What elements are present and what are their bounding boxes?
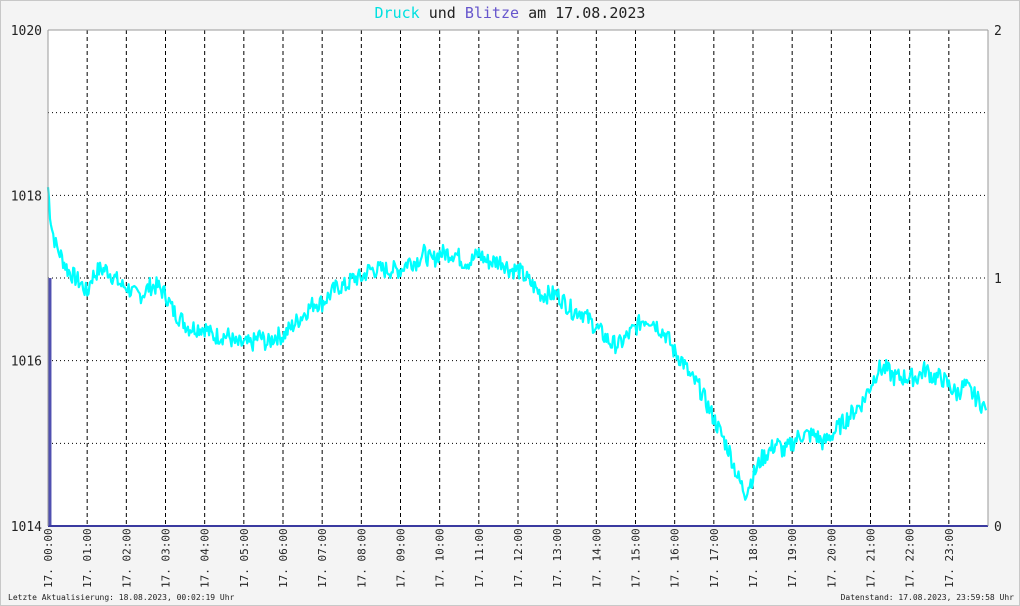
x-tick-label: 17. 19:00: [786, 528, 799, 588]
x-tick-label: 17. 00:00: [42, 528, 55, 588]
x-tick-label: 17. 08:00: [355, 528, 368, 588]
title-date: 17.08.2023: [555, 4, 646, 22]
x-tick-label: 17. 02:00: [120, 528, 133, 588]
lightning-bar: [48, 278, 52, 526]
x-tick-label: 17. 18:00: [747, 528, 760, 588]
title-am: am: [528, 4, 547, 22]
x-tick-label: 17. 07:00: [316, 528, 329, 588]
footer-data-status: Datenstand: 17.08.2023, 23:59:58 Uhr: [840, 593, 1014, 602]
x-tick-label: 17. 04:00: [199, 528, 212, 588]
title-und: und: [428, 4, 456, 22]
x-tick-label: 17. 09:00: [395, 528, 408, 588]
x-tick-label: 17. 23:00: [943, 528, 956, 588]
y-left-tick-label: 1020: [11, 24, 42, 39]
x-tick-label: 17. 15:00: [630, 528, 643, 588]
y-right-tick-label: 2: [994, 24, 1002, 39]
x-tick-label: 17. 12:00: [512, 528, 525, 588]
chart-title: Druck und Blitze am 17.08.2023: [0, 4, 1020, 22]
y-left-tick-label: 1016: [11, 355, 42, 370]
x-tick-label: 17. 11:00: [473, 528, 486, 588]
title-blitze: Blitze: [464, 4, 520, 22]
x-tick-label: 17. 17:00: [708, 528, 721, 588]
x-tick-label: 17. 01:00: [81, 528, 94, 588]
title-druck: Druck: [374, 4, 420, 22]
x-tick-label: 17. 13:00: [551, 528, 564, 588]
y-right-tick-label: 1: [994, 272, 1002, 287]
x-tick-label: 17. 14:00: [590, 528, 603, 588]
y-left-tick-label: 1018: [11, 189, 42, 204]
footer-last-update: Letzte Aktualisierung: 18.08.2023, 00:02…: [8, 593, 235, 602]
x-tick-label: 17. 06:00: [277, 528, 290, 588]
x-tick-label: 17. 10:00: [434, 528, 447, 588]
y-left-tick-label: 1014: [11, 520, 42, 535]
x-tick-label: 17. 16:00: [669, 528, 682, 588]
x-tick-label: 17. 03:00: [160, 528, 173, 588]
y-right-tick-label: 0: [994, 520, 1002, 535]
x-tick-label: 17. 05:00: [238, 528, 251, 588]
x-tick-label: 17. 22:00: [904, 528, 917, 588]
pressure-series-line: [46, 187, 988, 501]
x-tick-label: 17. 21:00: [865, 528, 878, 588]
x-tick-label: 17. 20:00: [825, 528, 838, 588]
